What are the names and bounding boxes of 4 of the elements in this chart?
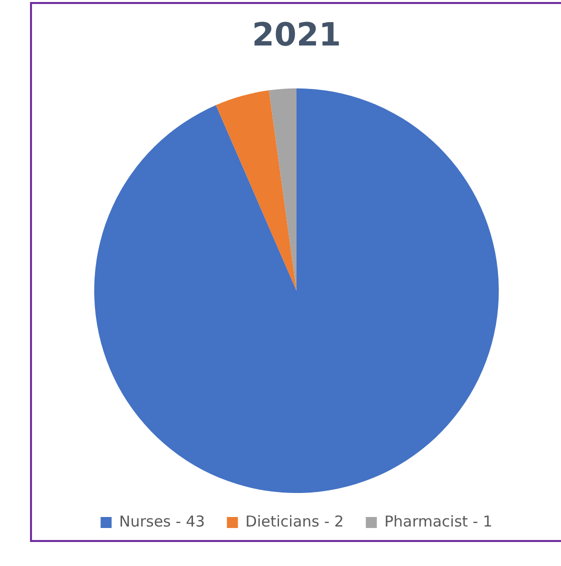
- chart-title: 2021: [252, 16, 342, 54]
- legend-label: Nurses - 43: [119, 512, 205, 530]
- legend-label: Dieticians - 2: [245, 512, 344, 530]
- legend-label: Pharmacist - 1: [384, 512, 492, 530]
